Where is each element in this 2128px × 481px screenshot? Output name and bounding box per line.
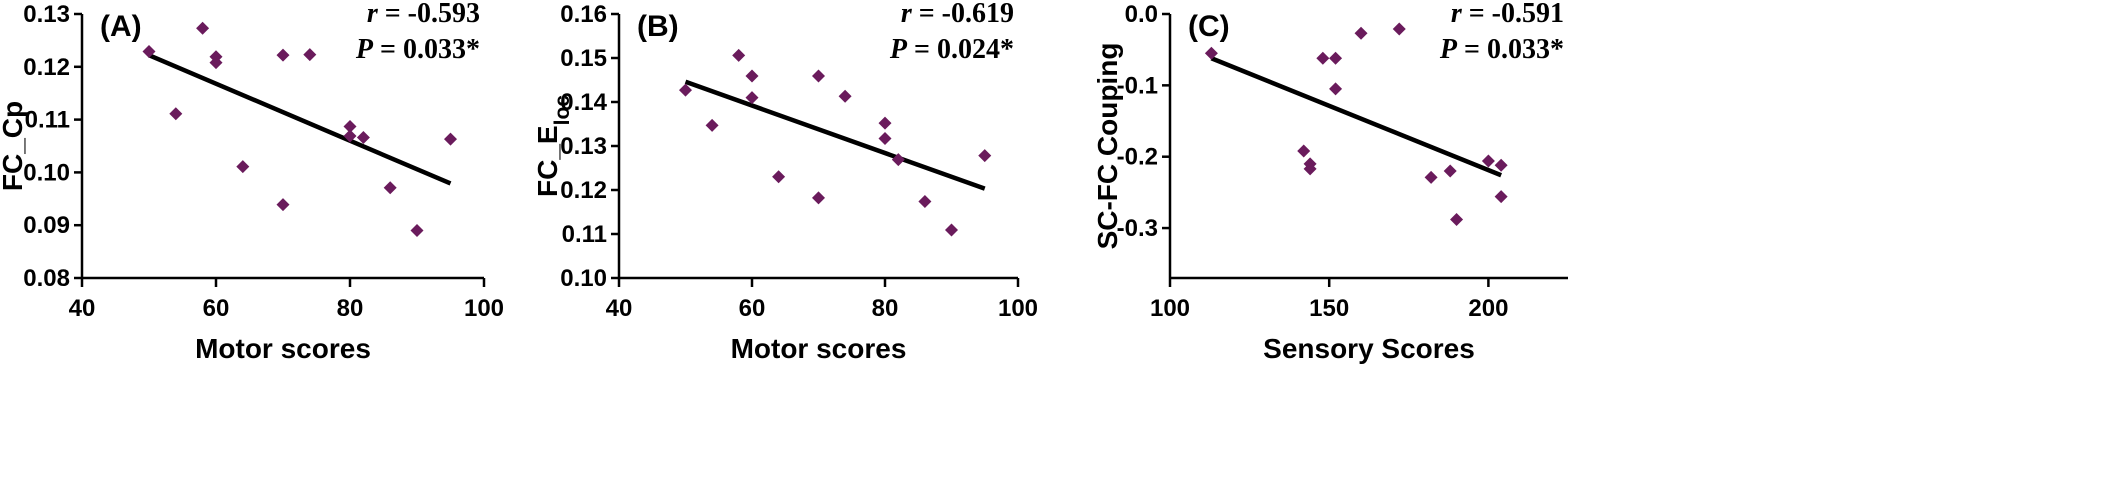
data-point [276,48,290,62]
y-tick-label: 0.10 [560,265,607,292]
y-tick-label: -0.2 [1117,144,1158,171]
x-axis-title: Motor scores [195,333,371,364]
y-tick-label: 0.13 [23,1,70,28]
x-tick-label: 100 [998,295,1038,322]
data-point [1450,212,1464,226]
data-point [1329,82,1343,96]
data-point [1481,154,1495,168]
chart-panel-1: 0.08 0.09 0.10 0.11 0.12 0.13 40 60 80 100 Motor s… [0,0,504,364]
data-point [745,91,759,105]
data-point [356,131,370,145]
data-point [383,181,397,195]
data-point [1303,162,1317,176]
data-point [878,116,892,130]
data-point [878,132,892,146]
panel-label: (C) [1188,10,1230,43]
y-tick-label: -0.3 [1117,215,1158,242]
x-tick-label: 60 [203,295,230,322]
data-point [812,69,825,83]
data-point [1494,190,1508,204]
data-point [1392,22,1406,36]
panel-label: (B) [637,10,679,43]
data-point [1443,164,1457,178]
x-tick-label: 150 [1309,295,1349,322]
y-axis-title-subscript: loc [551,95,574,126]
chart-panel-2: 0.10 0.11 0.12 0.13 0.14 0.15 0.16 40 60 80 100 Mot… [532,0,1038,364]
data-point [1316,51,1330,65]
data-point [812,191,825,205]
y-tick-label: 0.16 [560,1,607,28]
data-point [1424,170,1438,184]
y-tick-label: 0.14 [560,89,607,116]
regression-line [684,79,986,191]
data-point [1297,144,1311,158]
data-point [1204,46,1218,60]
regression-line [1210,56,1502,178]
y-tick-label: 0.09 [23,212,70,239]
data-point [1494,158,1508,172]
y-axis-title-main: FC_Cp [0,101,28,191]
data-point [945,223,958,237]
r-value-annotation: r = -0.591 [1451,0,1564,29]
data-point [772,170,786,184]
x-tick-label: 40 [69,295,96,322]
x-tick-label: 40 [606,295,633,322]
regression-line [148,53,452,186]
data-point [209,56,223,70]
data-point [303,48,317,62]
y-tick-label: 0.12 [23,54,70,81]
x-tick-label: 200 [1468,295,1508,322]
data-point [1329,51,1343,65]
p-value-annotation: P = 0.033* [1439,34,1564,65]
y-tick-label: 0.13 [560,133,607,160]
p-value-annotation: P = 0.033* [355,34,480,65]
y-tick-label: 0.15 [560,45,607,72]
panel-label: (A) [100,10,142,43]
x-tick-label: 100 [464,295,504,322]
data-point [891,153,905,167]
data-point [838,89,852,103]
data-point [343,119,357,133]
y-tick-label: -0.1 [1117,72,1158,99]
data-point [196,21,210,35]
y-axis-title: FC_Eloc [532,95,574,197]
data-point [679,83,692,97]
y-tick-label: 0.11 [562,221,607,248]
data-point [745,69,759,83]
x-axis-title: Sensory Scores [1263,333,1475,364]
y-tick-label: 0.0 [1125,1,1158,28]
data-point [705,118,719,132]
y-tick-label: 0.10 [23,159,70,186]
y-tick-label: 0.11 [25,107,70,134]
y-axis-title: FC_Cp [0,101,28,191]
data-point [978,149,992,163]
x-tick-label: 80 [872,295,899,322]
r-value-annotation: r = -0.593 [367,0,480,29]
data-point [343,129,357,143]
data-point [169,107,183,121]
p-value-annotation: P = 0.024* [889,34,1014,65]
data-point [444,132,457,146]
x-tick-label: 80 [337,295,364,322]
y-tick-label: 0.12 [560,177,607,204]
chart-panel-3: -0.3 -0.2 -0.1 0.0 100 150 200 Sensory Scores SC… [1092,0,1568,364]
y-axis-title-main: FC_E [532,125,563,197]
data-point [276,198,290,212]
r-value-annotation: r = -0.619 [901,0,1014,29]
x-axis-title: Motor scores [731,333,907,364]
x-tick-label: 100 [1150,295,1190,322]
data-point [236,160,250,174]
data-point [1354,26,1368,40]
y-axis-title: SC-FC Couping [1092,43,1123,250]
x-tick-label: 60 [739,295,766,322]
data-point [918,194,932,208]
y-axis-title-main: SC-FC Couping [1092,43,1123,250]
data-point [142,44,156,58]
y-tick-label: 0.08 [23,265,70,292]
data-point [732,48,746,62]
data-point [410,223,424,237]
